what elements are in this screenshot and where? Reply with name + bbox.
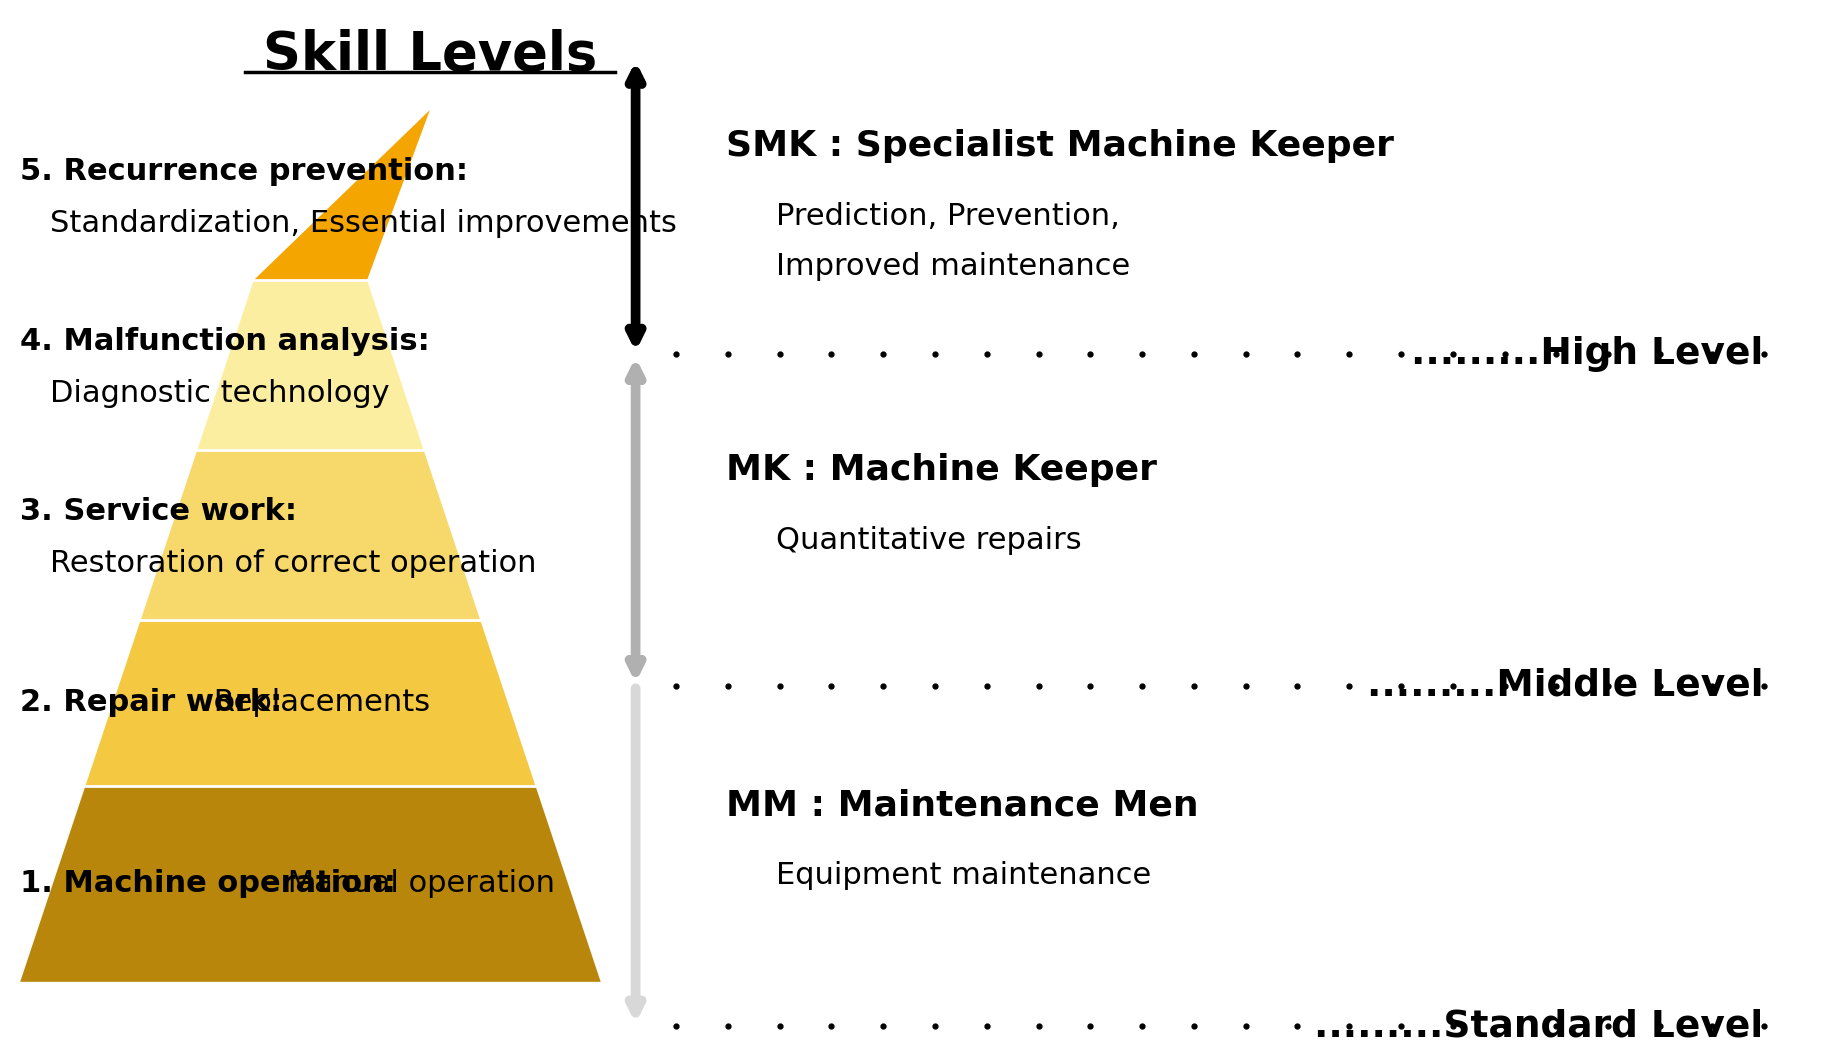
Text: Improved maintenance: Improved maintenance — [775, 252, 1130, 280]
Text: 2. Repair work:: 2. Repair work: — [20, 689, 283, 717]
Text: 1. Machine operation:: 1. Machine operation: — [20, 870, 397, 898]
Text: Diagnostic technology: Diagnostic technology — [50, 379, 389, 407]
Text: Prediction, Prevention,: Prediction, Prevention, — [775, 202, 1119, 231]
Polygon shape — [86, 620, 535, 786]
Polygon shape — [141, 450, 479, 620]
Text: Quantitative repairs: Quantitative repairs — [775, 526, 1082, 554]
Polygon shape — [254, 110, 430, 280]
Text: Standardization, Essential improvements: Standardization, Essential improvements — [50, 208, 676, 238]
Text: 4. Malfunction analysis:: 4. Malfunction analysis: — [20, 327, 430, 355]
Text: 3. Service work:: 3. Service work: — [20, 496, 298, 526]
Text: 5. Recurrence prevention:: 5. Recurrence prevention: — [20, 157, 468, 185]
Text: .........High Level: .........High Level — [1411, 336, 1764, 372]
Text: Equipment maintenance: Equipment maintenance — [775, 861, 1150, 891]
Text: Replacements: Replacements — [204, 689, 430, 717]
Text: Manual operation: Manual operation — [277, 870, 555, 898]
Polygon shape — [20, 786, 601, 982]
Text: .........Standard Level: .........Standard Level — [1315, 1008, 1764, 1044]
Text: SMK : Specialist Machine Keeper: SMK : Specialist Machine Keeper — [726, 129, 1394, 163]
Text: .........Middle Level: .........Middle Level — [1367, 668, 1764, 704]
Text: MM : Maintenance Men: MM : Maintenance Men — [726, 789, 1198, 823]
Text: MK : Machine Keeper: MK : Machine Keeper — [726, 453, 1157, 487]
Polygon shape — [197, 280, 424, 450]
Text: Skill Levels: Skill Levels — [263, 29, 597, 81]
Text: Restoration of correct operation: Restoration of correct operation — [50, 548, 536, 578]
